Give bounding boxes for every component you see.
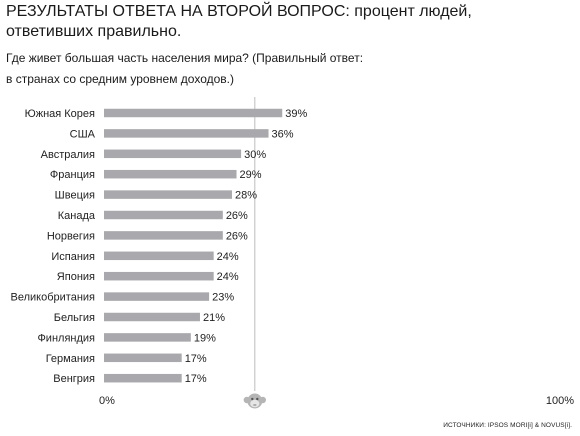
value-label: 26% (226, 210, 248, 222)
category-label: Финляндия (37, 332, 95, 344)
subtitle-line-1: Где живет большая часть населения мира? … (6, 51, 364, 65)
value-label: 24% (217, 251, 239, 263)
chart-title: РЕЗУЛЬТАТЫ ОТВЕТА НА ВТОРОЙ ВОПРОС: проц… (6, 2, 574, 42)
bar (104, 251, 214, 261)
category-label: Германия (46, 353, 95, 365)
category-label: Бельгия (54, 312, 95, 324)
category-label: США (70, 128, 96, 140)
category-label: Канада (58, 210, 96, 222)
category-label: Южная Корея (25, 108, 95, 120)
bar (104, 210, 223, 220)
bar (104, 129, 269, 138)
value-label: 30% (244, 149, 266, 161)
subtitle-line-2: в странах со средним уровнем доходов.) (6, 72, 234, 86)
value-label: 26% (226, 230, 248, 242)
title-line-1: РЕЗУЛЬТАТЫ ОТВЕТА НА ВТОРОЙ ВОПРОС: проц… (6, 3, 472, 20)
bar (104, 292, 210, 301)
bar (104, 169, 237, 179)
chart-subtitle: Где живет большая часть населения мира? … (6, 48, 574, 90)
bar (104, 149, 242, 159)
bar (104, 353, 182, 363)
bar (104, 312, 200, 322)
category-label: Великобритания (11, 292, 96, 304)
x-tick-label: 100% (546, 395, 574, 407)
category-label: Венгрия (53, 373, 95, 385)
title-line-2: ответивших правильно. (6, 23, 182, 40)
bar (104, 373, 182, 383)
value-label: 17% (185, 353, 207, 365)
bar (104, 108, 283, 118)
value-label: 21% (203, 312, 225, 324)
value-label: 23% (212, 292, 234, 304)
value-label: 29% (240, 169, 262, 181)
category-label: Япония (57, 271, 95, 283)
bar (104, 190, 232, 199)
category-label: Испания (51, 251, 95, 263)
category-label: Франция (50, 169, 95, 181)
category-label: Австралия (41, 149, 95, 161)
value-label: 17% (185, 373, 207, 385)
value-label: 19% (194, 332, 216, 344)
category-label: Норвегия (47, 230, 95, 242)
chimpanzee-icon (243, 393, 267, 409)
x-tick-label: 0% (99, 395, 115, 407)
value-label: 36% (272, 128, 294, 140)
value-label: 24% (217, 271, 239, 283)
value-label: 39% (285, 108, 307, 120)
bar (104, 231, 223, 240)
source-note: ИСТОЧНИКИ: IPSOS MORI[i] & NOVUS[i]. (443, 422, 572, 429)
category-label: Швеция (55, 190, 95, 202)
value-label: 28% (235, 190, 257, 202)
bar (104, 271, 214, 281)
bar (104, 333, 191, 342)
